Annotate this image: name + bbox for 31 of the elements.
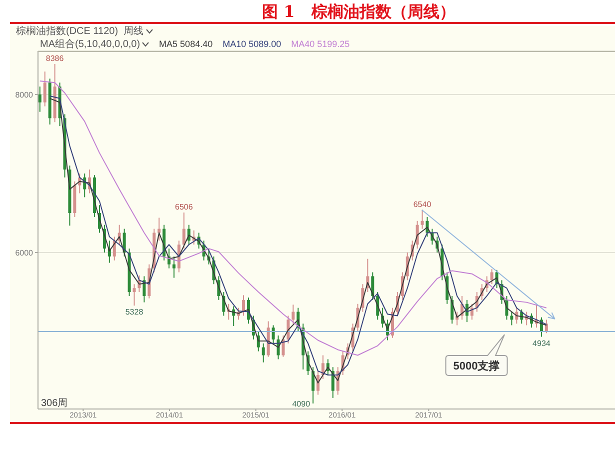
candlestick bbox=[158, 217, 161, 242]
candlestick bbox=[292, 304, 295, 324]
candlestick bbox=[510, 311, 514, 326]
y-tick-label: 6000 bbox=[15, 248, 34, 258]
candlestick bbox=[371, 272, 374, 300]
candlestick bbox=[242, 294, 246, 316]
annotation: 8386 bbox=[46, 54, 64, 63]
candlestick bbox=[43, 71, 46, 107]
text: MA10 5089.00 bbox=[222, 39, 282, 49]
annotation: 4934 bbox=[532, 338, 551, 348]
y-tick-label: 8000 bbox=[15, 90, 34, 100]
candlestick bbox=[312, 366, 315, 404]
candlestick bbox=[262, 342, 265, 363]
candlestick bbox=[490, 268, 494, 285]
annotation: 6506 bbox=[175, 202, 194, 212]
legend-title: MA组合(5,10,40,0,0,0) bbox=[40, 38, 140, 51]
candlestick bbox=[38, 86, 42, 112]
annotation: 306周 bbox=[41, 398, 68, 409]
text: MA5 5084.40 bbox=[159, 39, 213, 49]
candlestick bbox=[132, 284, 136, 306]
ref-line-label: 5000支撑 bbox=[453, 360, 500, 373]
annotation: 5328 bbox=[125, 308, 144, 317]
candlestick bbox=[272, 324, 275, 344]
annotation: 4090 bbox=[292, 399, 311, 408]
text: MA40 5199.25 bbox=[291, 39, 350, 49]
chart-title: 图 1 棕榈油指数（周线） bbox=[262, 2, 456, 23]
annotation: 6540 bbox=[413, 200, 432, 209]
candlestick bbox=[420, 209, 424, 230]
candlestick bbox=[172, 256, 176, 278]
candlestick bbox=[182, 212, 186, 250]
chart-subtitle: 棕榈油指数(DCE 1120) 周线 bbox=[16, 24, 144, 38]
